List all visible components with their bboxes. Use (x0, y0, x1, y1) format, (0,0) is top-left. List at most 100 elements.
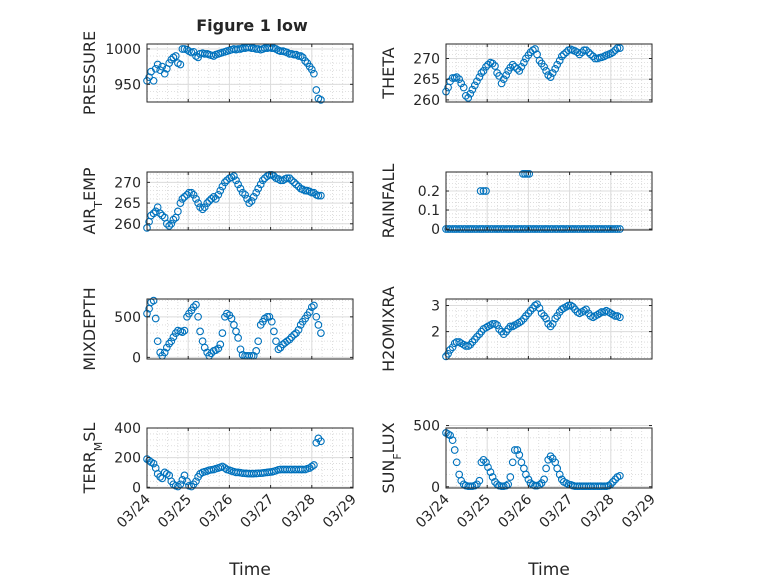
data-point (580, 46, 588, 55)
data-point (249, 193, 258, 201)
data-point (211, 195, 220, 203)
y-axis-label-main: RAINFALL (379, 164, 398, 239)
data-point (238, 188, 247, 197)
data-point (508, 60, 517, 69)
data-point (502, 481, 511, 490)
y-tick-label: 0.2 (418, 184, 440, 200)
axes-frame (445, 171, 653, 231)
data-point (276, 176, 285, 185)
data-point (468, 338, 477, 346)
data-point (174, 207, 182, 216)
y-tick-label: 950 (114, 77, 141, 93)
data-point (307, 65, 316, 74)
data-point (486, 468, 495, 476)
y-tick-label: 260 (114, 217, 141, 233)
data-point (192, 300, 200, 309)
data-point (473, 77, 481, 86)
data-point (444, 349, 452, 358)
data-point (156, 473, 165, 481)
y-axis-label-subscript: M (92, 442, 105, 452)
data-point (232, 176, 240, 185)
y-axis-label-main: H2OMIXRA (379, 286, 398, 372)
data-point (493, 321, 501, 329)
data-point (524, 475, 533, 484)
data-point (508, 458, 517, 467)
data-point (546, 73, 555, 81)
data-point (310, 301, 318, 310)
data-point (531, 481, 539, 490)
data-point (158, 211, 167, 220)
data-point (497, 79, 506, 88)
data-point (582, 305, 590, 314)
data-point (461, 91, 470, 100)
data-point (482, 187, 490, 195)
x-axis-label: Time (527, 560, 570, 580)
data-point (477, 458, 486, 467)
data-point (613, 225, 622, 233)
data-point (470, 81, 479, 90)
y-tick-label: 0 (132, 480, 141, 496)
data-point (616, 225, 624, 233)
data-point (542, 67, 550, 75)
data-point (584, 48, 593, 57)
data-point (506, 322, 515, 331)
data-point (192, 52, 200, 60)
data-point (298, 465, 307, 474)
y-axis-label: H2OMIXRA (379, 286, 398, 372)
y-axis-label-main: PRESSURE (80, 31, 99, 115)
data-point (444, 430, 452, 438)
data-point (178, 476, 187, 484)
data-point (216, 186, 225, 195)
data-point (533, 300, 541, 309)
data-point (158, 62, 167, 71)
data-point (149, 76, 158, 85)
data-point (515, 451, 524, 459)
data-point (283, 174, 291, 183)
data-point (526, 306, 535, 315)
data-point (272, 337, 280, 346)
data-point (520, 58, 528, 67)
y-axis-label-tail: EMP (80, 167, 99, 201)
data-point (290, 330, 298, 339)
data-point (241, 190, 249, 199)
data-point (310, 69, 318, 78)
y-tick-label: 1000 (105, 42, 141, 58)
data-point (446, 346, 454, 354)
data-point (499, 75, 508, 84)
data-point (571, 305, 579, 314)
data-point (557, 52, 566, 61)
data-point (491, 319, 499, 328)
data-point (254, 337, 263, 346)
data-point (216, 340, 225, 349)
data-point (542, 464, 550, 473)
data-point (236, 184, 245, 193)
data-point (162, 343, 171, 352)
data-point (457, 79, 466, 88)
data-point (461, 342, 470, 350)
data-point (455, 75, 464, 84)
data-point (151, 314, 160, 323)
data-point (499, 330, 508, 339)
data-point (488, 319, 497, 328)
data-point (218, 182, 227, 191)
data-point (450, 446, 459, 454)
data-point (180, 326, 189, 335)
y-tick-label: 0 (431, 480, 440, 496)
data-point (548, 69, 557, 77)
data-point (517, 317, 526, 326)
data-point (160, 348, 169, 357)
data-point (307, 303, 316, 311)
data-point (564, 301, 573, 310)
data-point (586, 50, 595, 59)
data-point (189, 303, 198, 311)
y-axis-label-tail: LUX (379, 422, 398, 453)
data-point (165, 222, 174, 230)
data-point (317, 96, 325, 104)
data-point (495, 325, 503, 333)
data-point (542, 314, 550, 323)
data-point (292, 180, 300, 189)
data-point (252, 347, 261, 355)
data-point (221, 178, 229, 187)
data-point (301, 57, 310, 65)
